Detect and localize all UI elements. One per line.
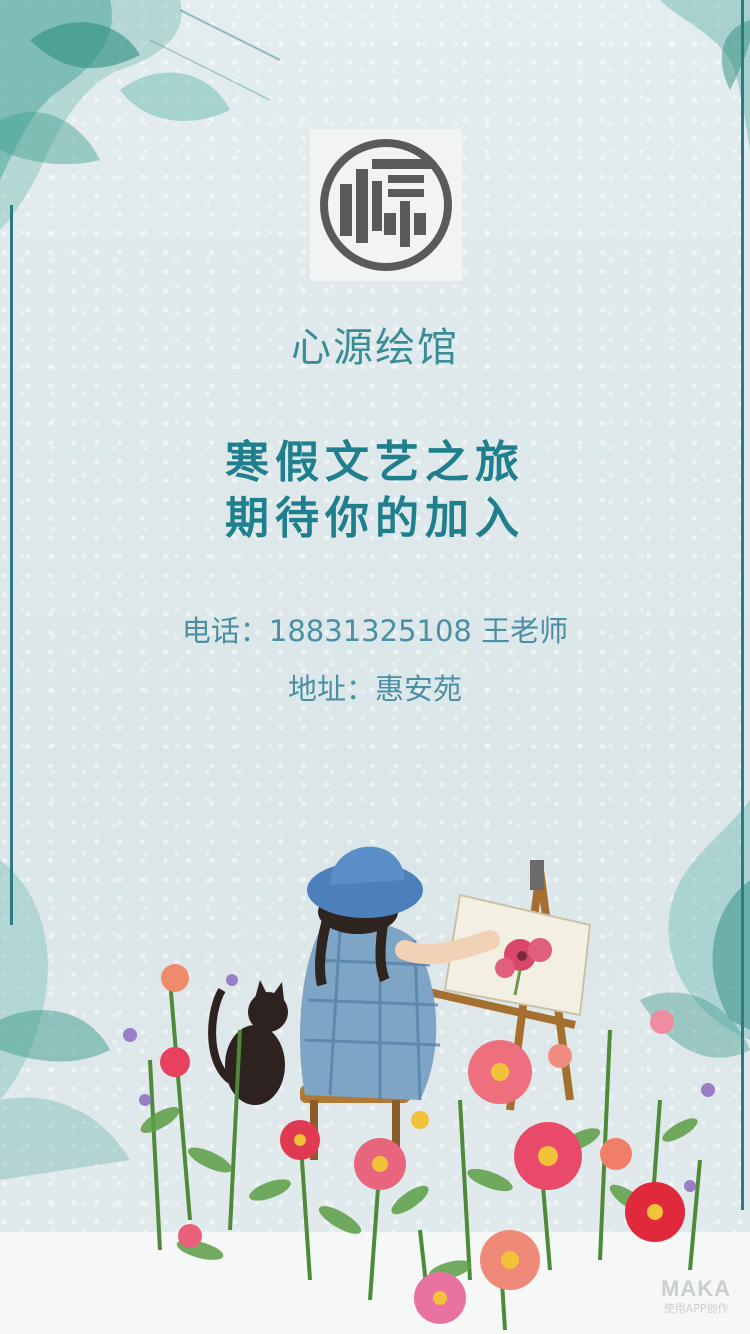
maka-watermark: MAKA 使用APP创作 (656, 1276, 736, 1316)
watercolor-leaf-decoration-right-lower (640, 800, 750, 1058)
watermark-subtitle: 使用APP创作 (663, 1302, 729, 1315)
girl-painting-illustration (123, 846, 715, 1331)
flower-garden-illustration (148, 979, 702, 1331)
slogan-line-2: 期待你的加入 (225, 493, 525, 544)
brand-name: 心源绘馆 (291, 325, 459, 371)
frame-line-left (10, 205, 13, 925)
logo-box (310, 129, 462, 281)
cat-illustration (208, 980, 288, 1105)
contact-phone[interactable]: 电话：18831325108 王老师 (181, 614, 569, 648)
canvas-flower (495, 938, 552, 996)
slogan-line-1: 寒假文艺之旅 (225, 437, 525, 488)
watercolor-leaf-decoration-right (660, 0, 750, 150)
watercolor-leaf-decoration (0, 0, 281, 230)
frame-line-right (741, 0, 744, 1210)
watermark-title: MAKA (661, 1276, 731, 1301)
seal-logo-icon (320, 139, 452, 271)
contact-address: 地址：惠安苑 (287, 672, 462, 706)
